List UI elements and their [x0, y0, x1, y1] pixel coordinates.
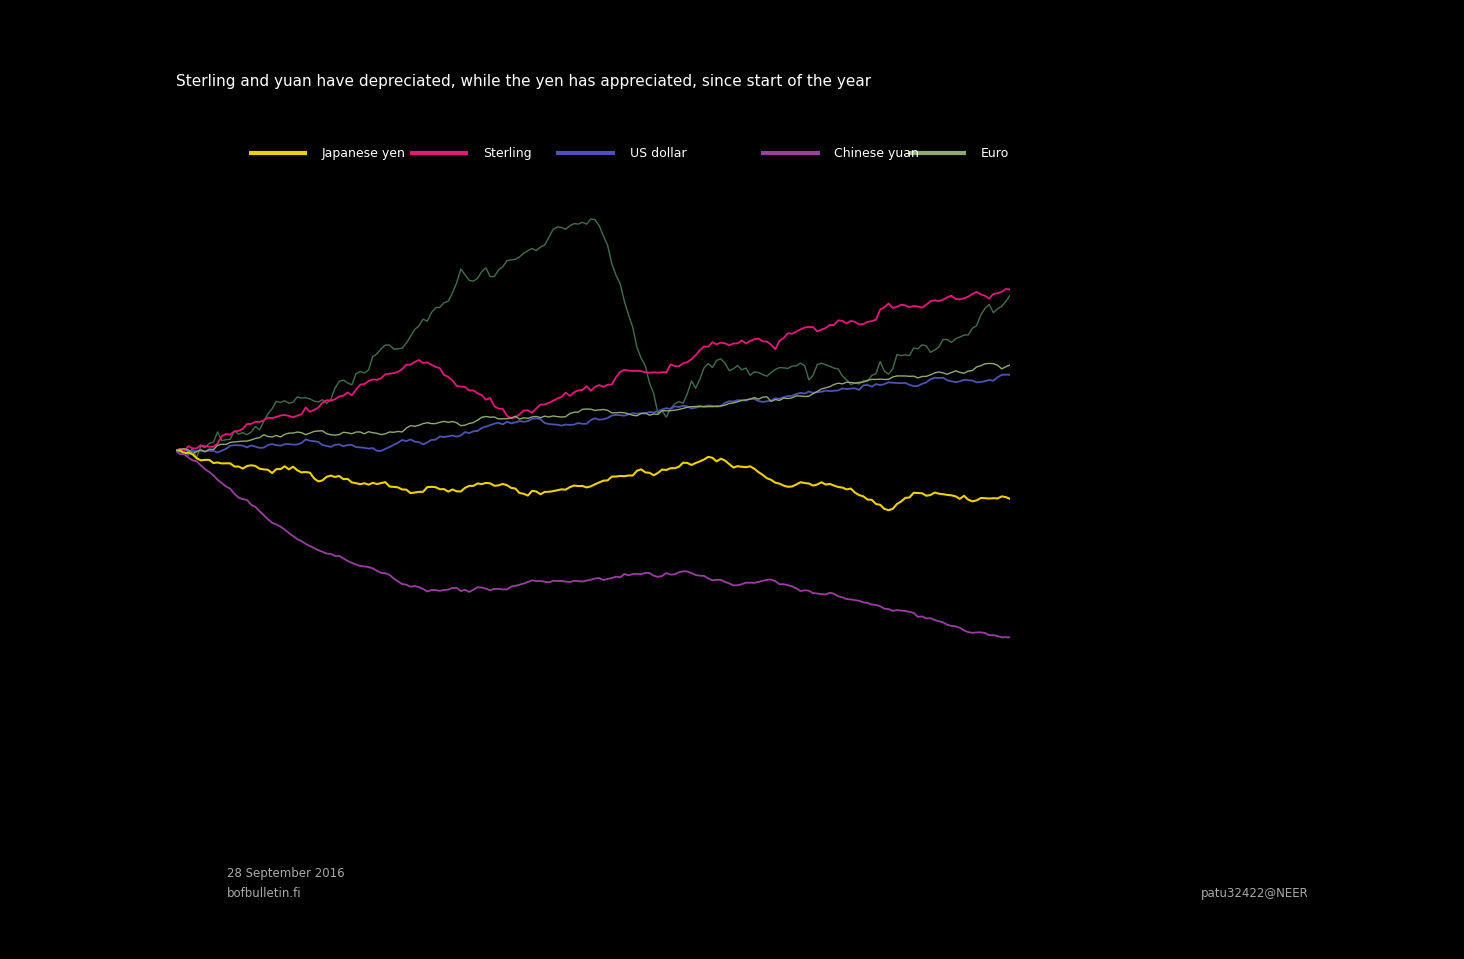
Text: Sterling and yuan have depreciated, while the yen has appreciated, since start o: Sterling and yuan have depreciated, whil… [176, 74, 871, 89]
Text: patu32422@NEER: patu32422@NEER [1200, 887, 1309, 900]
Text: Chinese yuan: Chinese yuan [834, 147, 919, 160]
Text: bofbulletin.fi: bofbulletin.fi [227, 887, 302, 900]
Text: Euro: Euro [981, 147, 1009, 160]
Text: Sterling: Sterling [483, 147, 531, 160]
Text: Japanese yen: Japanese yen [322, 147, 406, 160]
Text: 28 September 2016: 28 September 2016 [227, 868, 344, 880]
Text: US dollar: US dollar [630, 147, 687, 160]
